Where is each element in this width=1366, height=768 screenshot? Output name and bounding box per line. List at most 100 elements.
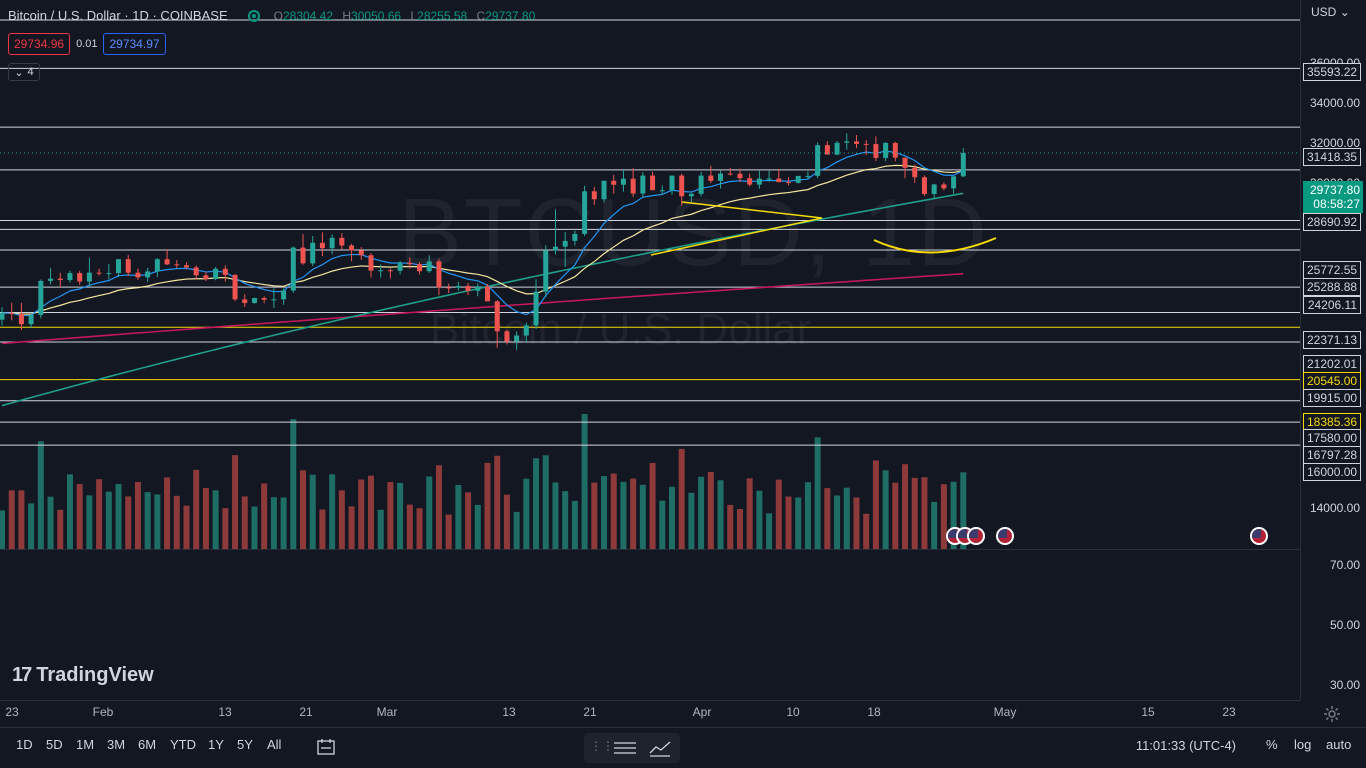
indicators-toggle-button[interactable]: ⌄ 4 <box>8 63 40 81</box>
main-chart-pane[interactable]: BTCUSD, 1D Bitcoin / U.S. Dollar Bitcoin… <box>0 0 1300 550</box>
level-badge: 25772.55 <box>1303 261 1361 279</box>
volume-bar <box>630 478 637 549</box>
candle-body <box>222 268 228 275</box>
candle-body <box>669 175 675 191</box>
candle-body <box>786 182 792 184</box>
candle-body <box>853 141 859 144</box>
us-flag-event-icon[interactable] <box>996 527 1014 545</box>
candle-body <box>251 298 257 304</box>
candle-body <box>601 180 607 200</box>
volume-bar <box>290 419 297 549</box>
range-button-5d[interactable]: 5D <box>46 737 63 752</box>
drag-handle-icon[interactable]: ⋮⋮ <box>590 739 614 753</box>
range-button-1m[interactable]: 1M <box>76 737 95 752</box>
volume-bar <box>717 480 724 549</box>
volume-bar <box>367 475 374 549</box>
volume-bar <box>775 479 782 549</box>
symbol-title[interactable]: Bitcoin / U.S. Dollar · 1D · COINBASE <box>8 8 228 23</box>
date-range-icon[interactable] <box>317 738 335 756</box>
object-tree-icon[interactable] <box>612 739 638 757</box>
candle-body <box>9 312 15 315</box>
pane-separator[interactable] <box>0 549 1300 550</box>
candle-body <box>154 259 160 272</box>
chevron-down-icon: ⌄ <box>14 66 24 79</box>
volume-bar <box>183 505 190 549</box>
volume-bar <box>241 496 248 549</box>
ohlc-values: O28304.42 H30050.66 L28255.58 C29737.80 <box>273 8 536 23</box>
candle-body <box>698 175 704 194</box>
volume-bar <box>261 483 268 549</box>
candle-body <box>446 287 452 289</box>
price-axis[interactable]: USD ⌄ 36000.00 34000.00 32000.00 30000.0… <box>1300 0 1366 700</box>
volume-bar <box>309 474 316 549</box>
rsi-pane[interactable]: 17 TradingView <box>0 551 1300 701</box>
chart-settings-gear-icon[interactable] <box>1323 705 1341 723</box>
us-flag-event-icon[interactable] <box>967 527 985 545</box>
range-button-all[interactable]: All <box>267 737 282 752</box>
candle-body <box>805 175 811 177</box>
candle-body <box>485 286 490 302</box>
level-badge: 21202.01 <box>1303 355 1361 373</box>
candle-body <box>475 286 481 291</box>
candle-body <box>941 184 947 189</box>
ema-21-line <box>1 164 964 315</box>
candle-body <box>766 178 772 180</box>
timezone-clock[interactable]: 11:01:33 (UTC-4) <box>1135 738 1236 753</box>
range-button-3m[interactable]: 3M <box>107 737 126 752</box>
volume-bar <box>853 497 860 549</box>
sell-price-button[interactable]: 29734.96 <box>8 33 71 55</box>
volume-bar <box>348 506 355 549</box>
auto-scale-toggle[interactable]: auto <box>1326 737 1352 752</box>
last-price-badge: 29737.80 08:58:27 <box>1303 181 1363 213</box>
triangle-pattern-drawing <box>650 201 823 256</box>
range-button-1d[interactable]: 1D <box>16 737 33 752</box>
tradingview-logo-text: TradingView <box>36 664 154 686</box>
buy-price-button[interactable]: 29734.97 <box>103 33 166 55</box>
log-scale-toggle[interactable]: log <box>1294 737 1312 752</box>
level-badge: 31418.35 <box>1303 148 1361 166</box>
time-axis[interactable]: 23 Feb 13 21 Mar 13 21 Apr 10 18 May 15 … <box>0 700 1300 726</box>
volume-bar <box>892 482 899 549</box>
volume-bar <box>921 477 928 549</box>
candle-body <box>892 142 898 158</box>
level-badge: 16000.00 <box>1303 463 1361 481</box>
range-button-ytd[interactable]: YTD <box>170 737 196 752</box>
market-status-icon[interactable] <box>247 9 260 22</box>
percent-scale-toggle[interactable]: % <box>1266 737 1278 752</box>
volume-bar <box>8 490 15 549</box>
candle-body <box>620 178 626 185</box>
time-tick-label: Mar <box>376 705 398 719</box>
tradingview-logo[interactable]: 17 TradingView <box>12 664 154 687</box>
volume-bar <box>562 491 569 549</box>
volume-bar <box>173 495 180 549</box>
volume-bar <box>503 494 510 549</box>
candle-body <box>261 298 267 300</box>
price-tick-label: 32000.00 <box>1309 136 1360 150</box>
candle-body <box>77 273 83 282</box>
volume-bar <box>911 477 918 549</box>
candle-body <box>795 175 801 183</box>
candlestick-chart[interactable] <box>0 0 1300 550</box>
volume-bar <box>270 497 277 549</box>
range-button-5y[interactable]: 5Y <box>237 737 253 752</box>
candle-body <box>436 261 442 288</box>
volume-bar <box>416 508 423 549</box>
volume-bar <box>698 476 705 549</box>
candle-body <box>145 271 151 278</box>
currency-selector[interactable]: USD ⌄ <box>1311 5 1350 19</box>
candle-body <box>591 191 597 200</box>
volume-bar <box>591 482 598 549</box>
candle-body <box>514 335 520 342</box>
range-button-6m[interactable]: 6M <box>138 737 157 752</box>
candle-body <box>824 145 830 155</box>
candle-body <box>727 173 733 175</box>
time-tick-label: 18 <box>867 705 881 719</box>
candle-body <box>242 299 248 304</box>
candle-body <box>931 184 937 195</box>
us-flag-event-icon[interactable] <box>1250 527 1268 545</box>
volume-bar <box>931 501 938 549</box>
strategy-tester-icon[interactable] <box>648 739 672 757</box>
range-button-1y[interactable]: 1Y <box>208 737 224 752</box>
volume-bar <box>125 496 132 549</box>
volume-bar <box>523 478 530 549</box>
